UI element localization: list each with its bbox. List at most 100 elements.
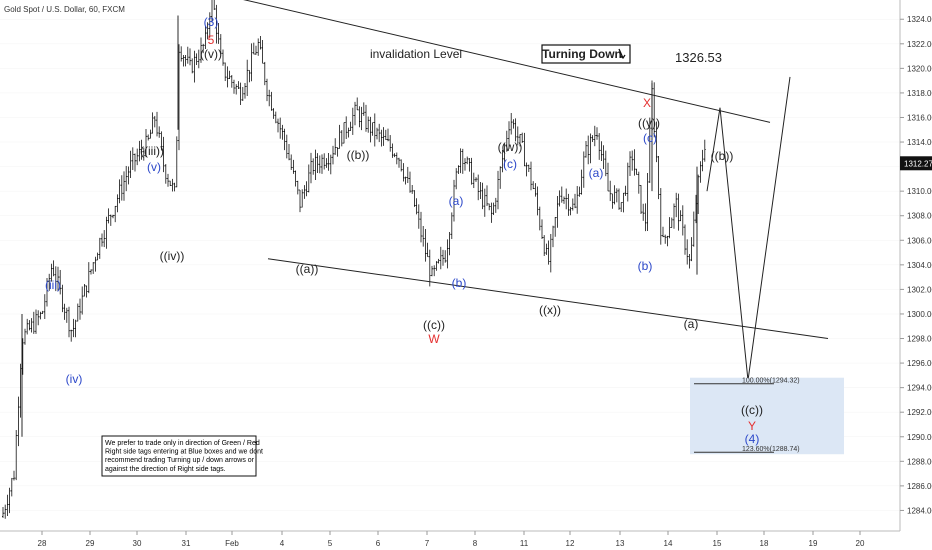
ohlc-bar <box>327 152 330 171</box>
ohlc-bar <box>68 306 70 338</box>
ohlc-bar <box>296 180 299 195</box>
ohlc-bar <box>134 153 136 172</box>
wave-label: (3) <box>204 15 219 29</box>
down-arrow-icon <box>618 48 626 59</box>
ohlc-bar <box>490 202 493 223</box>
ohlc-bar <box>345 116 348 139</box>
fib-123-label: 123.60%(1288.74) <box>742 446 800 453</box>
ohlc-bar <box>565 188 568 210</box>
ohlc-bar <box>85 285 88 298</box>
ohlc-bar <box>140 139 143 160</box>
wave-label: ((b)) <box>347 148 370 162</box>
ohlc-bar <box>171 178 174 192</box>
wave-label: Y <box>748 419 756 433</box>
wave-label: ((w)) <box>498 140 523 154</box>
ohlc-bar <box>677 193 680 231</box>
ohlc-bar <box>483 188 486 217</box>
ohlc-bar <box>653 82 656 138</box>
ohlc-bar <box>679 210 682 222</box>
ohlc-bar <box>508 121 510 149</box>
ohlc-bar <box>180 46 183 62</box>
ohlc-bar <box>380 129 383 147</box>
ohlc-bar <box>395 152 398 165</box>
price-tick-label: 1306.00 <box>907 236 932 245</box>
ohlc-bar <box>389 135 392 152</box>
ohlc-bar <box>633 149 636 176</box>
wave-label: 1326.53 <box>675 50 722 65</box>
ohlc-bar <box>123 171 125 201</box>
ohlc-bar <box>263 61 266 86</box>
ohlc-bar <box>541 219 543 240</box>
ohlc-bar <box>96 252 99 261</box>
time-tick-label: 4 <box>280 539 285 548</box>
ohlc-bar <box>153 115 156 128</box>
ohlc-bar <box>28 320 31 331</box>
ohlc-bar <box>151 112 154 134</box>
ohlc-bar <box>202 43 205 54</box>
ohlc-bar <box>384 129 387 141</box>
ohlc-bar <box>186 46 189 64</box>
ohlc-bar <box>217 23 220 44</box>
ohlc-bar <box>30 318 33 333</box>
ohlc-bar <box>274 111 277 124</box>
ohlc-bar <box>10 477 13 497</box>
ohlc-bar <box>241 86 244 101</box>
wave-label: ((iii)) <box>140 144 164 158</box>
disclaimer-box <box>101 435 257 477</box>
ohlc-bar <box>334 138 337 155</box>
last-price-tag <box>900 156 932 171</box>
ohlc-bar <box>142 147 145 161</box>
wave-label: ((c)) <box>741 403 763 417</box>
ohlc-bar <box>640 184 642 215</box>
ohlc-bar <box>46 277 48 307</box>
ohlc-bar <box>655 121 658 163</box>
ohlc-bar <box>499 166 502 189</box>
price-tick-label: 1324.00 <box>907 15 932 24</box>
ohlc-bar <box>81 286 84 315</box>
ohlc-bar <box>567 193 570 216</box>
ohlc-bar <box>197 49 200 69</box>
ohlc-bar <box>690 237 693 262</box>
price-tick-label: 1284.00 <box>907 506 932 515</box>
price-tick-label: 1304.00 <box>907 261 932 270</box>
ohlc-bar <box>486 185 488 206</box>
ohlc-bar <box>109 214 112 226</box>
ohlc-bar <box>598 133 601 160</box>
ohlc-bar <box>468 158 471 172</box>
ohlc-bar <box>129 150 132 179</box>
ohlc-bar <box>277 118 279 133</box>
ohlc-bar <box>424 228 427 262</box>
ohlc-bar <box>215 4 218 44</box>
ohlc-bar <box>477 174 480 201</box>
wave-label: (4) <box>745 432 760 446</box>
ohlc-bar <box>228 70 231 79</box>
price-tick-label: 1292.00 <box>907 408 932 417</box>
ohlc-bar <box>607 162 609 192</box>
ohlc-bar <box>670 217 673 228</box>
ohlc-bar <box>596 127 598 140</box>
ohlc-bar <box>701 149 704 172</box>
ohlc-bar <box>448 232 451 256</box>
wave-label: ((a)) <box>296 262 319 276</box>
ohlc-bar <box>692 211 695 247</box>
ohlc-bar <box>411 184 414 194</box>
ohlc-bar <box>576 186 579 214</box>
ohlc-bar <box>244 82 246 99</box>
ohlc-bar <box>76 303 79 322</box>
ohlc-bar <box>494 197 497 213</box>
ohlc-bar <box>343 122 345 144</box>
ohlc-bar <box>563 196 565 204</box>
wave-label: (c) <box>503 157 517 171</box>
ohlc-bar <box>426 242 429 258</box>
ohlc-bar <box>79 298 81 320</box>
ohlc-bar <box>620 202 623 212</box>
time-tick-label: 11 <box>520 539 529 548</box>
ohlc-bar <box>571 198 574 211</box>
time-tick-label: 19 <box>809 539 818 548</box>
ohlc-bar <box>332 145 334 165</box>
ohlc-bar <box>178 44 180 151</box>
price-tick-label: 1318.00 <box>907 89 932 98</box>
ohlc-bar <box>74 319 77 338</box>
time-tick-label: 29 <box>86 539 95 548</box>
